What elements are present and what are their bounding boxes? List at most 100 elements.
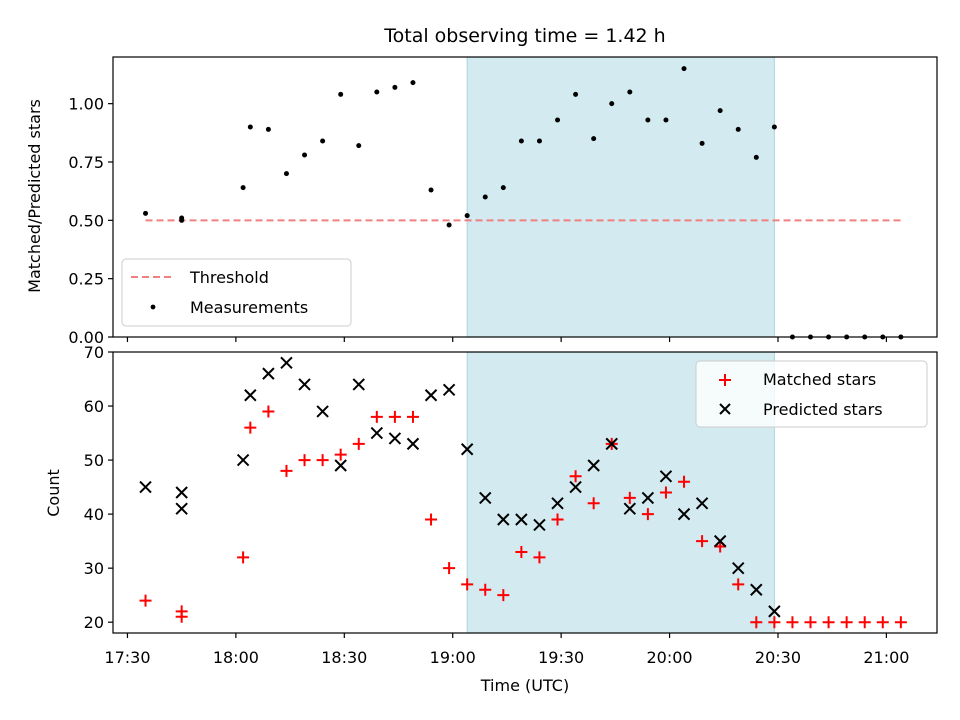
measurement-point [283,171,289,177]
predicted-stars-point [587,459,600,472]
legend-predicted-marker [719,403,731,415]
bottom-axes-frame [112,351,938,634]
measurement-point [247,124,253,130]
x-tick-label: 19:00 [430,648,476,667]
legend-measurements-label: Measurements [190,298,308,317]
bottom-panel: Count Time (UTC) 20 30 40 50 60 70 17:30 18:00 1… [44,343,938,695]
predicted-stars-point [388,432,402,445]
measurement-point [240,185,246,191]
measurement-point [428,187,434,193]
top-plot-area: 0.00 0.25 0.50 0.75 1.00 [68,56,938,347]
matched-stars-point [175,610,188,623]
predicted-stars-point [515,513,528,526]
matched-stars-point [479,583,492,596]
measurement-point [464,213,470,219]
predicted-stars-point [479,491,492,505]
measurement-point [645,117,651,123]
series-predicted-stars [139,356,781,618]
predicted-stars-point [695,497,709,510]
matched-stars-point [768,616,781,629]
x-tick-label: 18:00 [213,648,259,667]
x-tick-label: 17:30 [104,648,150,667]
bottom-y-tick-label: 60 [84,397,104,416]
matched-stars-point [696,535,709,548]
measurement-point [338,91,344,97]
bottom-legend: Matched stars Predicted stars [695,360,928,428]
matched-stars-point [641,508,654,521]
measurement-point [681,66,687,72]
measurement-point [753,154,759,160]
top-y-tick-label: 1.00 [68,95,104,114]
measurement-point [699,140,705,146]
bottom-legend-frame [695,360,928,428]
matched-stars-point [894,616,907,629]
series-measurements [143,66,904,340]
predicted-stars-point [551,497,564,510]
measurement-point [609,101,615,107]
measurement-point [374,89,380,95]
matched-stars-point [461,578,474,591]
measurement-point [573,91,579,97]
matched-stars-point [840,616,853,629]
legend-measurements-marker [150,304,156,310]
predicted-stars-point [175,486,188,499]
measurement-point [320,138,326,144]
measurement-point [302,152,308,158]
measurement-point [555,117,561,123]
matched-stars-point [388,410,401,423]
matched-stars-point [533,551,546,564]
bottom-y-tick-label: 40 [84,505,104,524]
top-legend-frame [121,258,352,327]
matched-stars-point [587,497,600,510]
x-tick-label: 19:30 [538,648,584,667]
bottom-y-tick-label: 20 [84,613,104,632]
matched-stars-point [623,491,636,504]
measurement-point [717,108,723,114]
top-chart-title: Total observing time = 1.42 h [383,25,665,47]
x-tick-label: 20:00 [647,648,693,667]
top-observing-span [466,56,775,338]
legend-matched-label: Matched stars [763,370,876,389]
predicted-stars-point [334,459,347,472]
matched-stars-point [298,454,311,467]
x-tick-label: 18:30 [321,648,367,667]
x-tick-label: 20:30 [755,648,801,667]
legend-threshold-label: Threshold [189,268,269,287]
measurement-point [392,84,398,90]
matched-stars-point [659,486,672,499]
predicted-stars-point [605,437,618,451]
top-axes-frame [112,56,938,338]
matched-stars-point [678,475,691,488]
measurement-point [482,194,488,200]
predicted-stars-point [236,453,250,467]
predicted-stars-point [713,534,727,548]
predicted-stars-point [750,583,763,596]
predicted-stars-point [659,470,673,483]
predicted-stars-point [352,378,365,391]
x-tick-label: 21:00 [863,648,909,667]
predicted-stars-point [768,605,781,618]
measurement-point [518,138,524,144]
measurement-point [627,89,633,95]
predicted-stars-point [497,513,510,526]
matched-stars-point [139,594,152,607]
matched-stars-point [443,562,456,575]
top-y-axis-label: Matched/Predicted stars [25,99,44,293]
top-y-tick-label: 0.25 [68,270,104,289]
predicted-stars-point [460,443,474,456]
matched-stars-point [786,616,799,629]
matched-stars-point [262,405,275,418]
predicted-stars-point [406,437,420,451]
matched-stars-point [280,464,293,477]
predicted-stars-point [370,426,384,440]
matched-stars-point [237,551,250,564]
predicted-stars-point [280,356,293,370]
predicted-stars-point [139,480,152,494]
predicted-stars-point [262,367,275,380]
matched-stars-point [244,421,257,434]
bottom-y-tick-label: 30 [84,559,104,578]
bottom-y-tick-label: 50 [84,451,104,470]
matched-stars-point [497,589,510,602]
predicted-stars-point [175,502,188,515]
